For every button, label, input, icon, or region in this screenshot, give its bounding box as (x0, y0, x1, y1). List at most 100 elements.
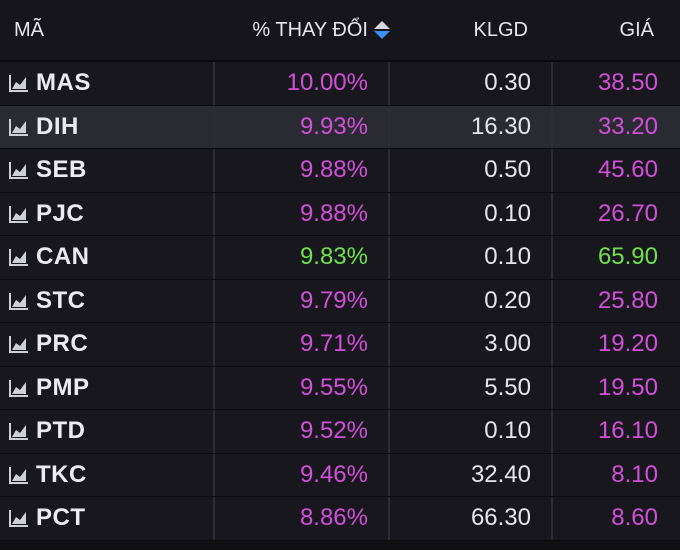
price-value: 26.70 (597, 199, 658, 227)
volume-value: 0.10 (484, 199, 531, 227)
chart-icon[interactable] (8, 246, 30, 268)
symbol-label: STC (36, 286, 86, 314)
price-cell: 26.70 (553, 193, 680, 236)
symbol-cell: PMP (0, 366, 215, 409)
table-row[interactable]: DIH 9.93% 16.30 33.20 (0, 105, 680, 149)
change-cell: 9.83% (215, 236, 390, 279)
price-value: 8.60 (611, 504, 658, 532)
price-cell: 45.60 (553, 149, 680, 192)
symbol-label: PTD (36, 417, 86, 445)
table-row[interactable]: PTD 9.52% 0.10 16.10 (0, 410, 680, 454)
price-value: 45.60 (597, 156, 658, 184)
change-cell: 9.55% (215, 366, 390, 409)
change-cell: 8.86% (215, 497, 390, 540)
symbol-label: MAS (36, 69, 91, 97)
symbol-cell: PTD (0, 410, 215, 453)
change-value: 9.52% (299, 417, 368, 445)
volume-value: 0.30 (484, 69, 531, 97)
volume-cell: 0.30 (390, 62, 553, 105)
volume-cell: 0.10 (390, 192, 553, 235)
change-value: 10.00% (286, 69, 368, 97)
change-value: 8.86% (299, 504, 368, 532)
price-cell: 25.80 (553, 280, 680, 323)
chart-icon[interactable] (8, 116, 30, 138)
change-cell: 9.88% (215, 192, 390, 235)
volume-value: 16.30 (470, 112, 531, 140)
volume-value: 0.10 (484, 243, 531, 271)
volume-cell: 32.40 (390, 453, 553, 496)
volume-cell: 66.30 (390, 497, 553, 540)
volume-value: 5.50 (484, 373, 531, 401)
price-value: 25.80 (597, 286, 658, 314)
symbol-label: PMP (36, 373, 90, 401)
price-cell: 38.50 (553, 62, 680, 105)
change-value: 9.55% (299, 373, 368, 401)
price-value: 16.10 (597, 417, 658, 445)
symbol-label: SEB (36, 156, 87, 184)
table-row[interactable]: PCT 8.86% 66.30 8.60 (0, 497, 680, 541)
header-volume[interactable]: KLGD (473, 18, 528, 41)
volume-cell: 0.20 (390, 279, 553, 322)
change-value: 9.71% (299, 330, 368, 358)
price-cell: 65.90 (553, 236, 680, 279)
change-value: 9.88% (299, 156, 368, 184)
header-price[interactable]: GIÁ (619, 18, 654, 41)
change-cell: 10.00% (215, 62, 390, 105)
change-value: 9.46% (299, 460, 368, 488)
table-row[interactable]: PJC 9.88% 0.10 26.70 (0, 192, 680, 236)
chart-icon[interactable] (8, 420, 30, 442)
symbol-cell: MAS (0, 62, 215, 105)
chart-icon[interactable] (8, 203, 30, 225)
volume-value: 0.50 (484, 156, 531, 184)
change-value: 9.88% (299, 199, 368, 227)
table-row[interactable]: STC 9.79% 0.20 25.80 (0, 279, 680, 323)
symbol-label: PRC (36, 330, 89, 358)
chart-icon[interactable] (8, 333, 30, 355)
sort-icon[interactable] (374, 21, 390, 39)
table-row[interactable]: CAN 9.83% 0.10 65.90 (0, 236, 680, 280)
chart-icon[interactable] (8, 290, 30, 312)
price-value: 65.90 (597, 243, 658, 271)
volume-value: 32.40 (470, 460, 531, 488)
symbol-label: PCT (36, 504, 86, 532)
header-code[interactable]: MÃ (14, 18, 44, 41)
change-cell: 9.52% (215, 410, 390, 453)
price-cell: 19.20 (553, 323, 680, 366)
table-row[interactable]: SEB 9.88% 0.50 45.60 (0, 149, 680, 193)
symbol-cell: PCT (0, 497, 215, 540)
change-value: 9.93% (299, 112, 368, 140)
change-cell: 9.88% (215, 149, 390, 192)
price-cell: 16.10 (553, 410, 680, 453)
chart-icon[interactable] (8, 159, 30, 181)
volume-cell: 5.50 (390, 366, 553, 409)
price-cell: 8.10 (553, 454, 680, 497)
chart-icon[interactable] (8, 507, 30, 529)
price-cell: 33.20 (553, 106, 680, 149)
volume-value: 0.20 (484, 286, 531, 314)
price-cell: 8.60 (553, 497, 680, 540)
price-value: 19.50 (597, 373, 658, 401)
chart-icon[interactable] (8, 72, 30, 94)
table-row[interactable]: PRC 9.71% 3.00 19.20 (0, 323, 680, 367)
volume-value: 0.10 (484, 417, 531, 445)
symbol-cell: PRC (0, 323, 215, 366)
volume-cell: 0.50 (390, 149, 553, 192)
volume-cell: 0.10 (390, 410, 553, 453)
table-row[interactable]: PMP 9.55% 5.50 19.50 (0, 366, 680, 410)
table-row[interactable]: MAS 10.00% 0.30 38.50 (0, 62, 680, 106)
change-cell: 9.93% (215, 105, 390, 148)
volume-cell: 3.00 (390, 323, 553, 366)
table-header: MÃ % THAY ĐỔI KLGD GIÁ (0, 0, 680, 62)
price-value: 19.20 (597, 330, 658, 358)
header-change[interactable]: % THAY ĐỔI (215, 19, 390, 42)
price-value: 8.10 (611, 460, 658, 488)
change-value: 9.83% (299, 243, 368, 271)
table-row[interactable]: TKC 9.46% 32.40 8.10 (0, 453, 680, 497)
volume-cell: 0.10 (390, 236, 553, 279)
symbol-cell: TKC (0, 453, 215, 496)
symbol-label: DIH (36, 112, 79, 140)
change-cell: 9.71% (215, 323, 390, 366)
chart-icon[interactable] (8, 377, 30, 399)
chart-icon[interactable] (8, 464, 30, 486)
